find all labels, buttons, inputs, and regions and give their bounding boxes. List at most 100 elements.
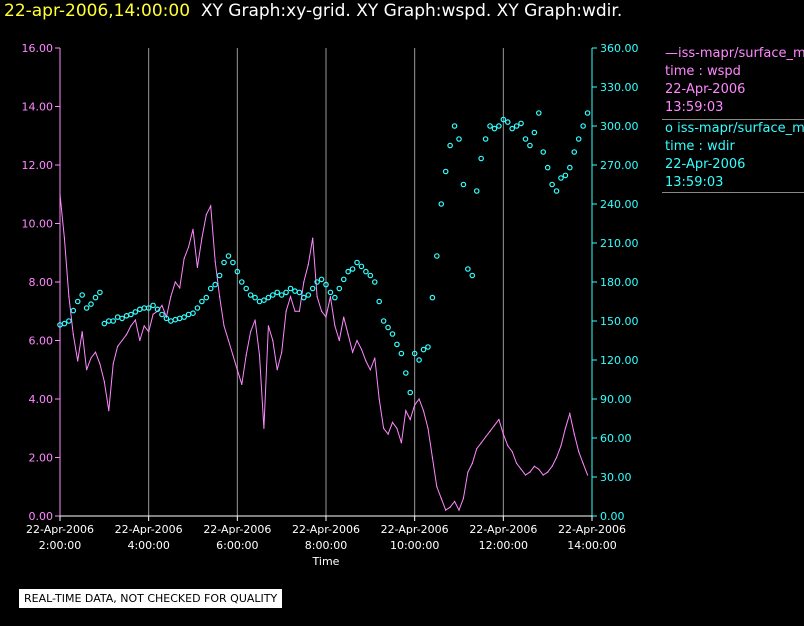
x-tick-date: 22-Apr-2006 — [115, 523, 183, 536]
wspd-point — [125, 334, 128, 336]
wdir-point — [256, 298, 263, 305]
wdir-point — [225, 253, 232, 259]
wspd-point — [582, 462, 584, 464]
wdir-point — [207, 285, 214, 292]
wspd-point — [409, 418, 411, 421]
wspd-point — [422, 410, 425, 412]
wdir-point — [465, 266, 471, 272]
wspd-point — [139, 339, 141, 342]
wdir-point — [190, 310, 196, 317]
wdir-point — [491, 125, 498, 132]
wspd-point — [134, 319, 136, 321]
wspd-point — [241, 383, 243, 385]
wspd-point — [511, 451, 513, 453]
wspd-point — [352, 351, 354, 353]
wdir-point — [247, 292, 254, 298]
axis-labels: 0.00 2.00 4.00 6.00 8.00 10.00 12.00 14.00 16.00… — [22, 42, 639, 568]
right-tick-label: 330.00 — [600, 81, 639, 94]
wspd-point — [316, 296, 318, 298]
wdir-point — [221, 259, 227, 266]
wspd-point — [236, 369, 238, 371]
wdir-point — [309, 285, 316, 292]
wdir-point — [163, 315, 170, 322]
wspd-point — [502, 433, 504, 435]
wdir-point — [571, 149, 578, 155]
wspd-point — [551, 465, 553, 467]
x-tick-time: 10:00:00 — [390, 539, 439, 552]
wdir-point — [429, 294, 436, 301]
wspd-point — [86, 369, 88, 371]
wdir-point — [482, 136, 489, 142]
wdir-point — [332, 294, 338, 301]
wdir-point — [504, 119, 511, 125]
right-tick-label: 300.00 — [600, 120, 639, 133]
wspd-point — [547, 471, 549, 473]
wspd-point — [383, 427, 385, 429]
x-tick-time: 6:00:00 — [216, 539, 258, 552]
wspd-point — [498, 418, 500, 421]
wdir-point — [66, 318, 72, 324]
wdir-point — [451, 123, 458, 129]
wdir-point — [487, 123, 493, 129]
x-tick-time: 4:00:00 — [127, 539, 169, 552]
wdir-point — [509, 125, 516, 132]
chart-title: 22-apr-2006,14:00:00 XY Graph:xy-grid. X… — [4, 1, 622, 21]
wspd-point — [343, 316, 345, 318]
wdir-point — [327, 289, 334, 296]
wdir-point — [185, 311, 192, 318]
legend-wdir-var: time : wdir — [665, 139, 735, 154]
right-tick-label: 150.00 — [600, 315, 639, 328]
wspd-point — [254, 319, 256, 321]
wdir-point — [234, 268, 241, 275]
wspd-point — [529, 471, 531, 473]
wspd-point — [183, 258, 185, 260]
wdir-point — [168, 318, 174, 324]
wspd-point — [210, 205, 212, 207]
wspd-point — [489, 430, 491, 432]
wspd-point — [281, 351, 283, 353]
wspd-point — [227, 339, 230, 342]
wspd-point — [201, 237, 203, 239]
wspd-point — [427, 427, 429, 429]
wspd-point — [90, 357, 92, 359]
wspd-point — [476, 448, 478, 450]
wdir-point — [110, 318, 117, 324]
wdir-point — [460, 181, 467, 188]
wdir-point — [380, 318, 387, 324]
wdir-point — [159, 311, 165, 318]
wspd-point — [485, 436, 487, 438]
wspd-point — [267, 325, 269, 327]
wspd-point — [108, 410, 110, 412]
left-tick-label: 2.00 — [29, 452, 54, 465]
wdir-point — [265, 294, 272, 301]
wdir-point — [119, 315, 125, 322]
wspd-point — [325, 316, 327, 318]
wspd-point — [338, 339, 340, 342]
wspd-point — [179, 287, 181, 289]
wspd-point — [418, 398, 420, 400]
legend-divider — [662, 192, 804, 193]
wdir-point — [478, 155, 484, 162]
wspd-point — [360, 348, 363, 350]
legend-wspd-date: 22-Apr-2006 — [665, 82, 746, 97]
wspd-point — [405, 410, 407, 412]
wdir-point — [518, 120, 524, 127]
x-tick-time: 14:00:00 — [567, 539, 616, 552]
right-tick-label: 30.00 — [600, 471, 632, 484]
wspd-point — [369, 369, 371, 371]
wdir-point — [438, 201, 445, 207]
wdir-point — [544, 164, 551, 171]
x-tick-date: 22-Apr-2006 — [558, 523, 626, 536]
wspd-point — [170, 296, 172, 298]
wdir-point — [407, 389, 414, 396]
wspd-series — [59, 193, 589, 512]
left-tick-label: 6.00 — [29, 335, 54, 348]
wdir-point — [411, 350, 418, 357]
wdir-point — [527, 142, 533, 149]
wdir-point — [354, 259, 360, 266]
legend-wdir-name: o iss-mapr/surface_m — [665, 121, 804, 136]
wspd-point — [298, 310, 300, 312]
wspd-point — [68, 296, 70, 298]
wdir-point — [318, 276, 325, 283]
wdir-point — [469, 272, 476, 279]
